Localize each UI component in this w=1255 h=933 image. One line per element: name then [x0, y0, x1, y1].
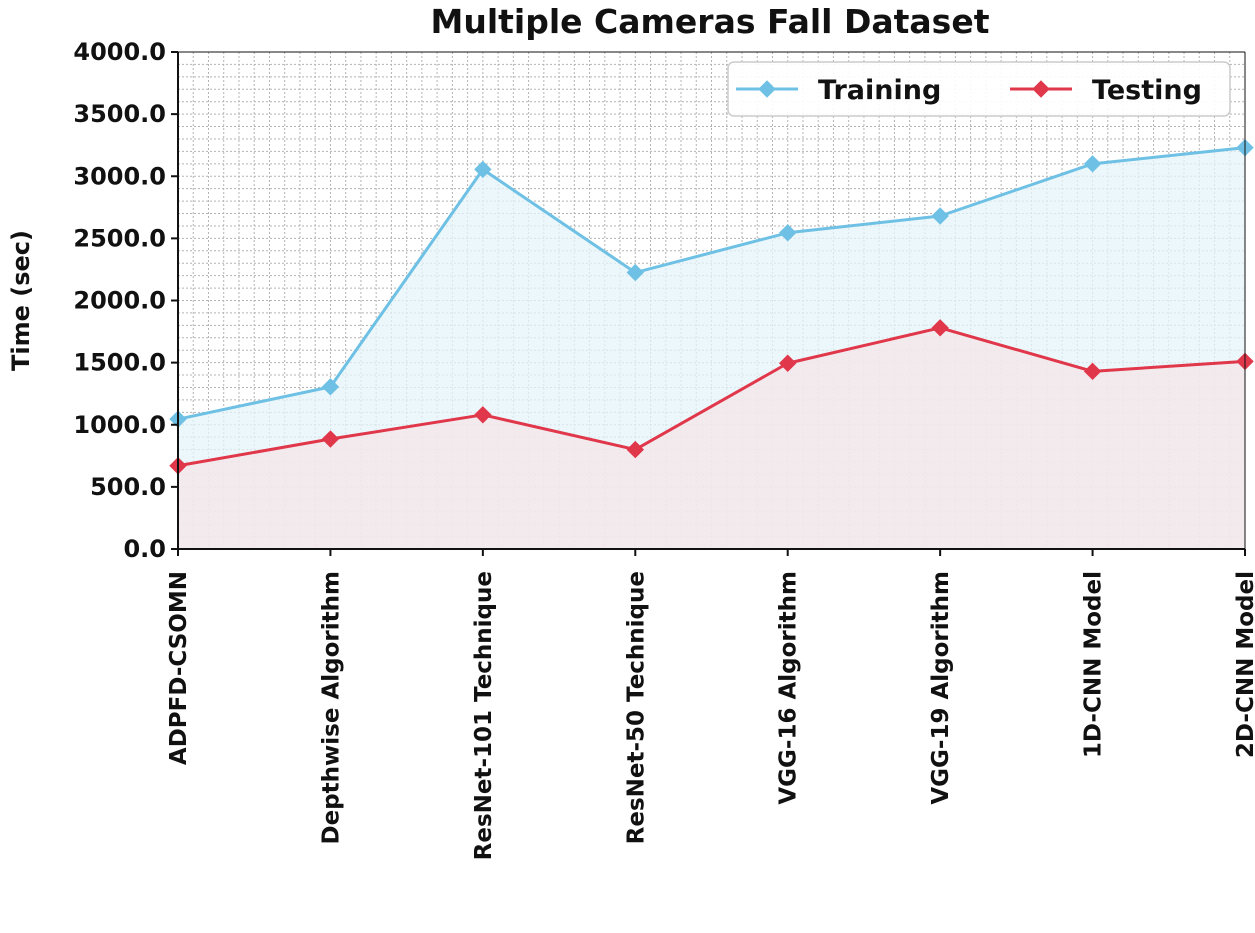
- legend-label-testing: Testing: [1092, 75, 1202, 106]
- data-point-training: [779, 224, 797, 242]
- y-tick-label: 2000.0: [73, 287, 166, 315]
- data-point-testing: [321, 430, 340, 448]
- y-tick-label: 500.0: [90, 473, 166, 501]
- area-fills: [178, 147, 1245, 550]
- y-tick-label: 1000.0: [73, 411, 166, 439]
- x-tick-label: VGG-16 Algorithm: [776, 571, 802, 805]
- legend-box: [727, 61, 1231, 117]
- legend: Training Testing: [727, 61, 1231, 117]
- legend-marker-testing: [1032, 80, 1050, 98]
- x-tick-label: ResNet-50 Technique: [623, 571, 649, 844]
- area-fill-testing: [178, 327, 1245, 549]
- data-point-testing: [779, 354, 797, 372]
- data-point-training: [321, 378, 340, 396]
- y-tick-label: 1500.0: [73, 349, 166, 377]
- series-lines: [177, 146, 1246, 468]
- x-tick-label: ADPFD-CSOMN: [166, 571, 192, 765]
- y-tick-label: 4000.0: [73, 38, 166, 66]
- data-point-training: [626, 263, 644, 282]
- x-tick-label: VGG-19 Algorithm: [928, 571, 954, 805]
- data-point-training: [1083, 155, 1102, 173]
- y-axis-label: Time (sec): [7, 230, 35, 371]
- legend-marker-training: [758, 80, 776, 98]
- y-tick-label: 3000.0: [73, 162, 166, 190]
- data-point-testing: [1083, 362, 1102, 381]
- y-tick-labels: 0.0 500.0 1000.0 1500.0 2000.0 2500.0 3000.0 35…: [73, 38, 166, 563]
- y-tick-label: 2500.0: [73, 224, 166, 252]
- series-line-training: [177, 146, 1246, 421]
- data-point-testing: [626, 440, 644, 459]
- x-tick-label: 1D-CNN Model: [1081, 571, 1107, 758]
- data-point-testing: [931, 319, 949, 337]
- y-tick-label: 0.0: [123, 535, 166, 563]
- x-tick-labels: ADPFD-CSOMN Depthwise Algorithm ResNet-101…: [166, 571, 1255, 860]
- data-point-training: [474, 160, 492, 179]
- chart-title: Multiple Cameras Fall Dataset: [431, 2, 990, 41]
- x-tick-label: ResNet-101 Technique: [471, 571, 497, 860]
- y-tick-label: 3500.0: [73, 100, 166, 128]
- legend-label-training: Training: [818, 75, 941, 106]
- axes: [171, 51, 1246, 556]
- x-tick-label: 2D-CNN Model: [1233, 571, 1255, 758]
- data-point-training: [931, 207, 949, 225]
- series-markers: [169, 138, 1254, 475]
- series-line-testing: [177, 326, 1246, 468]
- data-point-testing: [474, 406, 492, 424]
- x-tick-label: Depthwise Algorithm: [318, 571, 344, 844]
